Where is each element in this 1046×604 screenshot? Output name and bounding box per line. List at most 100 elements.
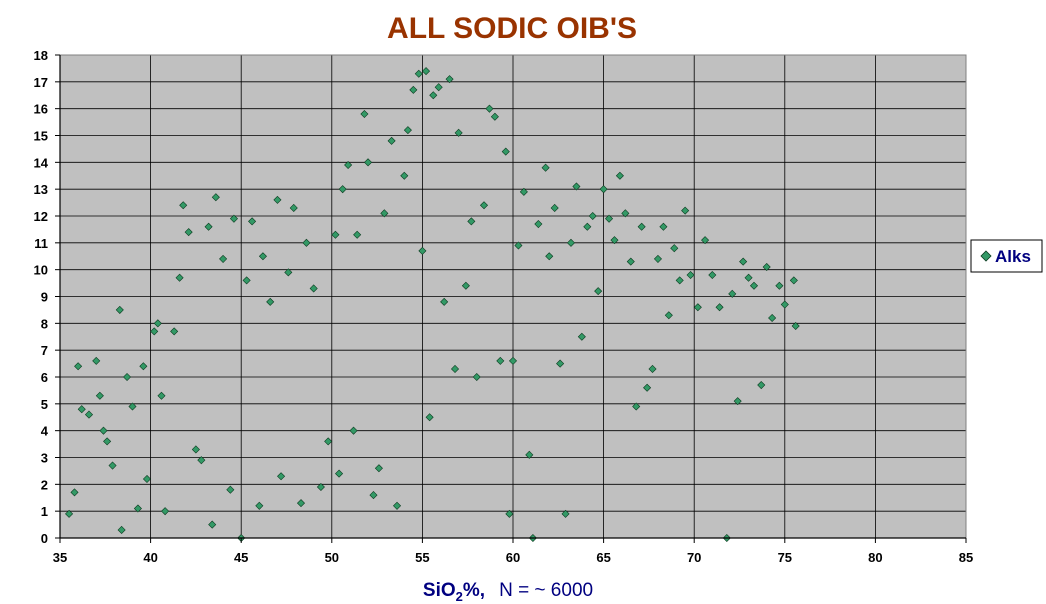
y-tick-label: 1 — [41, 504, 48, 519]
data-point — [197, 456, 206, 465]
x-label-main: SiO — [423, 580, 456, 601]
data-point — [588, 211, 597, 221]
data-point — [728, 289, 737, 298]
data-point — [409, 85, 418, 94]
data-point — [258, 252, 267, 261]
data-point — [266, 297, 275, 306]
x-label-percent: %, — [463, 580, 485, 601]
data-point — [103, 437, 112, 446]
data-point — [605, 214, 614, 223]
data-point — [594, 287, 603, 296]
data-point — [708, 271, 717, 280]
data-point — [626, 257, 635, 266]
data-point — [610, 236, 619, 245]
data-point — [599, 185, 608, 194]
data-point — [762, 262, 771, 272]
data-point — [211, 193, 220, 202]
data-point — [296, 499, 306, 508]
data-point — [316, 482, 325, 492]
data-point — [302, 238, 311, 247]
data-point — [789, 276, 798, 285]
data-point — [577, 332, 586, 341]
data-point — [749, 281, 759, 290]
y-tick-label: 15 — [34, 129, 48, 144]
data-points — [65, 67, 800, 543]
y-tick-label: 10 — [34, 263, 48, 278]
data-point — [501, 147, 510, 156]
data-point — [349, 426, 358, 435]
data-point — [775, 281, 784, 290]
x-axis-label: SiO2%, N = ~ 6000 — [423, 580, 593, 604]
data-point — [128, 402, 137, 411]
data-point — [115, 305, 124, 314]
data-point — [133, 504, 142, 513]
data-point — [139, 362, 148, 371]
data-point — [70, 488, 79, 497]
data-point — [99, 426, 108, 435]
data-point — [425, 413, 434, 422]
x-tick-label: 40 — [143, 550, 157, 565]
data-point — [289, 203, 298, 212]
data-point — [739, 257, 748, 266]
x-tick-label: 65 — [596, 550, 610, 565]
data-point — [369, 491, 378, 500]
data-point — [284, 268, 293, 277]
data-point — [248, 217, 257, 226]
data-point — [84, 410, 94, 419]
data-point — [393, 501, 402, 510]
data-point — [556, 359, 565, 368]
data-point — [550, 203, 559, 212]
data-point — [659, 222, 668, 231]
data-point — [179, 201, 188, 210]
data-point — [632, 402, 641, 411]
data-point — [621, 209, 630, 218]
data-point — [403, 126, 412, 135]
data-point — [153, 319, 162, 328]
x-tick-label: 60 — [506, 550, 520, 565]
data-point — [117, 525, 126, 534]
y-tick-label: 7 — [41, 343, 48, 358]
legend-label: Alks — [995, 247, 1031, 266]
chart-title: ALL SODIC OIB'S — [387, 12, 637, 45]
data-point — [715, 303, 724, 312]
data-point — [400, 171, 409, 180]
data-point — [467, 217, 476, 226]
data-point — [374, 464, 383, 473]
x-label-note: N = ~ 6000 — [499, 580, 593, 601]
data-point — [768, 313, 777, 322]
x-label-subscript: 2 — [456, 589, 463, 604]
x-tick-label: 75 — [778, 550, 792, 565]
y-tick-label: 8 — [41, 316, 48, 331]
data-point — [161, 507, 170, 516]
x-tick-label: 55 — [415, 550, 429, 565]
y-tick-label: 17 — [34, 75, 48, 90]
data-point — [157, 391, 166, 400]
data-point — [387, 136, 396, 145]
data-point — [541, 163, 550, 172]
data-point — [648, 364, 657, 373]
data-point — [445, 75, 454, 84]
data-point — [175, 273, 184, 282]
data-point — [757, 381, 766, 390]
data-point — [686, 271, 695, 280]
y-tick-label: 16 — [34, 102, 48, 117]
data-point — [170, 327, 179, 336]
data-point — [485, 104, 494, 113]
data-point — [780, 300, 789, 309]
data-point — [229, 214, 238, 223]
data-point — [572, 182, 581, 191]
data-point — [461, 281, 470, 290]
data-point — [615, 171, 624, 180]
legend: Alks — [970, 239, 1043, 273]
data-point — [77, 405, 86, 414]
data-point — [637, 222, 646, 231]
y-tick-label: 14 — [34, 155, 49, 170]
y-tick-label: 12 — [34, 209, 48, 224]
data-point — [643, 383, 652, 392]
data-point — [421, 67, 431, 76]
data-point — [364, 158, 373, 167]
data-point — [519, 187, 528, 196]
y-tick-label: 2 — [41, 477, 48, 492]
data-point — [360, 110, 369, 119]
